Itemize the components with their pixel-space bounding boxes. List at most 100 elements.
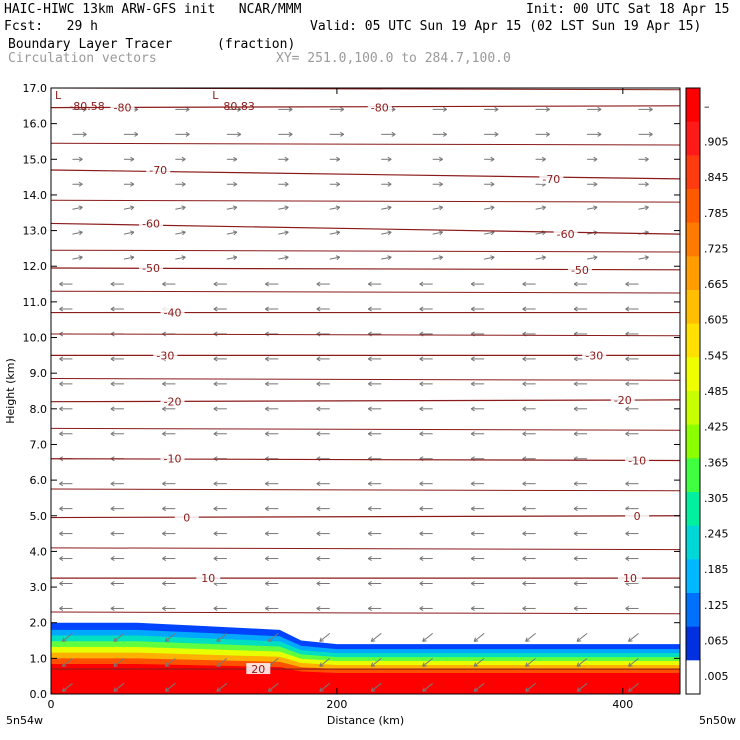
vector-105: [522, 481, 536, 487]
vector-217: [123, 230, 135, 236]
vector-208: [278, 255, 289, 261]
x-axis-label: Distance (km): [327, 714, 404, 727]
contour-line-8: [50, 515, 681, 519]
vector-229: [123, 205, 135, 211]
colorbar-label-16: .005: [704, 670, 729, 683]
colorbar-swatch-4: [686, 222, 700, 257]
colorbar-label-7: .545: [704, 349, 729, 362]
vector-285: [535, 106, 550, 112]
contour-minor-1: [50, 142, 681, 146]
vector-253: [123, 156, 135, 162]
vector-25: [113, 633, 125, 642]
vector-136: [265, 406, 279, 412]
vector-140: [470, 406, 485, 412]
vector-167: [625, 356, 639, 362]
contour-line-1: [50, 169, 681, 180]
x-axis-left-endpoint: 5n54w: [6, 714, 43, 727]
vector-270: [381, 131, 396, 137]
vector-124: [265, 431, 279, 437]
vector-237: [535, 205, 546, 211]
contour-label-10-0: 20: [251, 663, 265, 676]
vector-103: [419, 481, 433, 487]
vector-113: [316, 456, 330, 462]
vector-3: [216, 682, 228, 692]
vector-24: [61, 633, 73, 642]
field-units: (fraction): [217, 37, 296, 52]
vector-164: [470, 356, 485, 362]
vector-255: [226, 156, 238, 162]
y-tick-label-2: 2.0: [30, 617, 48, 630]
vector-183: [213, 306, 227, 312]
vector-280: [278, 106, 293, 112]
colorbar-swatch-2: [686, 155, 700, 190]
vector-55: [419, 581, 433, 586]
vector-153: [522, 381, 536, 387]
contour-minor-5: [50, 333, 681, 337]
colorbar-swatch-14: [686, 559, 700, 594]
contour-label-8-1: 0: [634, 510, 641, 523]
vector-90: [367, 506, 382, 512]
vector-18: [370, 657, 382, 667]
vector-203: [625, 281, 639, 287]
vector-52: [265, 581, 279, 586]
vector-23: [628, 657, 639, 667]
vector-180: [59, 306, 73, 312]
contour-label-3-0: -50: [142, 262, 160, 275]
vector-210: [381, 255, 392, 261]
contour-label-8-0: 0: [183, 512, 190, 525]
y-tick-label-14: 14.0: [23, 189, 48, 202]
x-tick-label-1: 200: [326, 698, 347, 711]
vector-239: [638, 205, 649, 211]
vector-129: [522, 431, 536, 437]
vector-189: [522, 306, 536, 312]
vector-20: [473, 657, 485, 667]
contour-label-9-1: 10: [623, 572, 637, 585]
vector-188: [470, 306, 485, 312]
vector-186: [367, 306, 382, 312]
vector-86: [162, 506, 176, 512]
vector-173: [316, 331, 330, 337]
colorbar-swatch-0: [686, 88, 700, 123]
contour-minor-3: [50, 249, 681, 253]
contour-label-2-0: -60: [142, 217, 160, 230]
vector-123: [213, 431, 227, 437]
vector-209: [329, 255, 341, 261]
x-tick-label-2: 400: [612, 698, 633, 711]
contour-label-0-0: -80: [113, 102, 131, 115]
vector-12: [61, 657, 73, 667]
colorbar-swatch-17: [686, 660, 700, 695]
vector-61: [110, 556, 124, 562]
vector-265: [123, 131, 139, 137]
y-tick-label-8: 8.0: [30, 403, 48, 416]
vector-33: [525, 633, 536, 642]
contour-line-7: [50, 458, 681, 462]
vector-212: [484, 255, 495, 261]
colorbar-label-1: .905: [704, 135, 729, 148]
vector-191: [625, 306, 639, 312]
vector-88: [265, 506, 279, 512]
vector-53: [316, 581, 330, 586]
vector-133: [110, 406, 124, 412]
vector-202: [573, 281, 588, 287]
contour-minor-6: [50, 378, 681, 381]
vector-50: [162, 581, 176, 586]
vector-10: [576, 682, 588, 692]
vector-219: [226, 230, 238, 236]
vector-238: [586, 205, 598, 211]
vector-64: [265, 556, 279, 562]
vector-139: [419, 406, 433, 412]
vector-254: [175, 156, 186, 162]
vector-6: [370, 682, 382, 692]
vector-141: [522, 406, 536, 412]
vector-56: [470, 581, 485, 586]
vector-264: [72, 131, 87, 137]
vector-206: [175, 255, 186, 261]
colorbar-swatch-15: [686, 593, 700, 628]
contour-minor-2: [50, 199, 681, 203]
vector-252: [72, 156, 83, 162]
vector-121: [110, 431, 124, 437]
vector-281: [329, 106, 345, 112]
temperature-contours: -80 -80 -70 -70 -60 -60 -50 -50 -40 -30 -30 -20 -20 -…: [50, 87, 681, 676]
vector-68: [470, 556, 485, 562]
vector-89: [316, 506, 330, 512]
